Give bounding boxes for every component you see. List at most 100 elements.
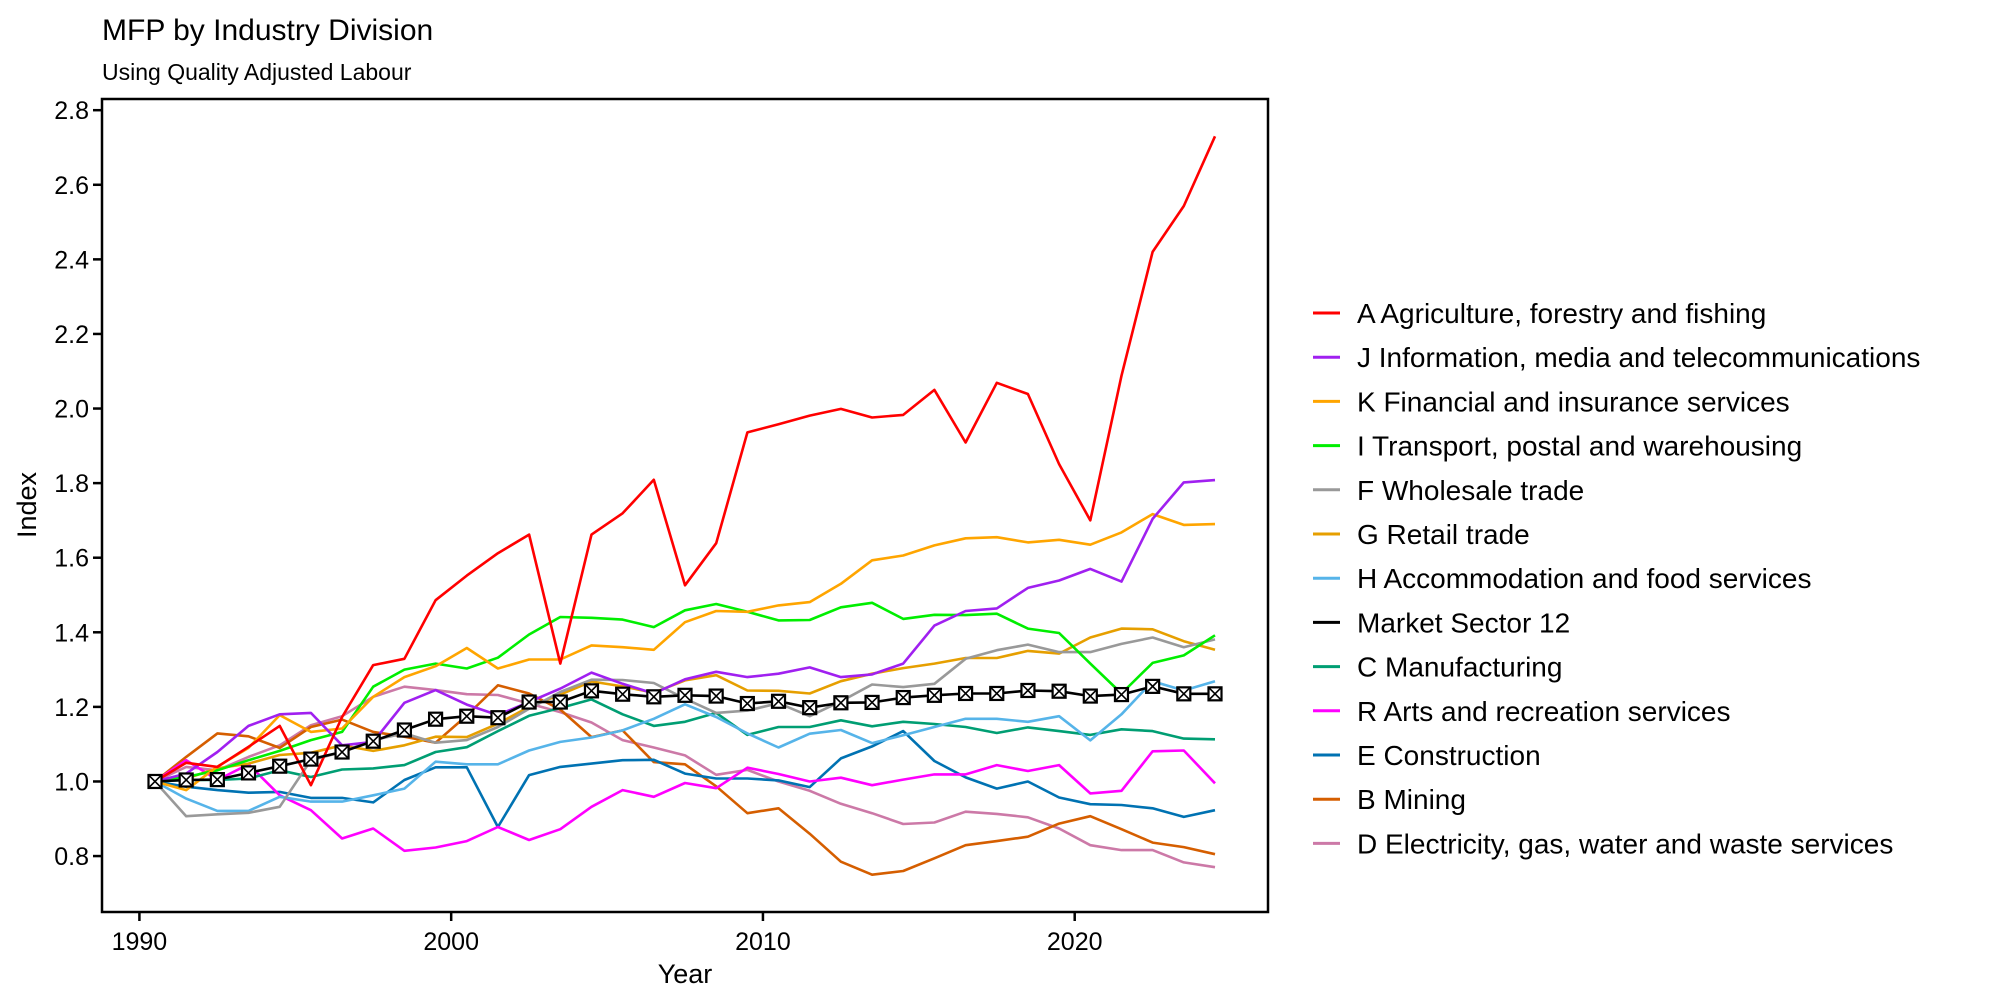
data-point-marker [646, 689, 662, 705]
series-line [154, 478, 1216, 783]
series-2 [154, 512, 1216, 792]
plot-border [100, 97, 1270, 914]
legend-label: A Agriculture, forestry and fishing [1357, 298, 1766, 329]
x-tick-label: 2010 [735, 928, 791, 956]
legend-label: E Construction [1357, 740, 1541, 771]
legend-item: C Manufacturing [1313, 652, 1562, 683]
legend-item: R Arts and recreation services [1313, 696, 1731, 727]
legend-label: D Electricity, gas, water and waste serv… [1357, 828, 1893, 859]
y-tick-label: 2.8 [54, 97, 89, 125]
series-6 [154, 679, 1216, 813]
legend-label: B Mining [1357, 784, 1466, 815]
legend-label: G Retail trade [1357, 519, 1530, 550]
data-point-marker [739, 695, 755, 712]
y-tick-label: 1.2 [54, 694, 89, 722]
x-axis: 1990 2000 2010 2020 [112, 912, 1103, 956]
series-line [154, 749, 1216, 853]
y-tick-label: 1.0 [54, 768, 89, 796]
x-axis-title: Year [658, 959, 713, 989]
series-line [154, 512, 1216, 792]
legend-item: F Wholesale trade [1313, 475, 1584, 506]
data-point-marker [272, 758, 288, 774]
data-point-marker [1082, 688, 1098, 704]
data-point-marker [552, 694, 568, 710]
x-tick-label: 1990 [112, 928, 168, 956]
legend-label: C Manufacturing [1357, 652, 1562, 683]
data-point-marker [833, 695, 849, 711]
data-point-marker [147, 773, 163, 790]
legend: A Agriculture, forestry and fishing J Inf… [1313, 298, 1920, 859]
legend-label: K Financial and insurance services [1357, 386, 1790, 417]
data-point-marker [427, 711, 444, 727]
data-point-marker [895, 689, 911, 706]
data-point-marker [303, 751, 319, 767]
legend-label: Market Sector 12 [1357, 607, 1570, 638]
data-point-marker [178, 772, 194, 788]
series-line [154, 679, 1216, 813]
series-9 [154, 749, 1216, 853]
series-10 [154, 729, 1216, 829]
legend-label: J Information, media and telecommunicati… [1357, 342, 1920, 373]
legend-label: F Wholesale trade [1357, 475, 1584, 506]
data-point-marker [989, 685, 1005, 702]
data-point-marker [209, 772, 225, 788]
y-tick-label: 0.8 [54, 843, 89, 871]
y-tick-label: 2.2 [54, 321, 89, 349]
data-point-marker [1176, 686, 1192, 702]
legend-item: D Electricity, gas, water and waste serv… [1313, 828, 1893, 859]
legend-item: K Financial and insurance services [1313, 386, 1790, 417]
data-point-marker [957, 685, 974, 702]
data-point-marker [583, 683, 600, 699]
y-tick-label: 2.4 [54, 246, 89, 274]
data-point-marker [1145, 678, 1161, 694]
legend-item: H Accommodation and food services [1313, 563, 1811, 594]
data-point-marker [864, 694, 880, 711]
y-tick-label: 1.4 [54, 619, 89, 647]
legend-item: I Transport, postal and warehousing [1313, 431, 1802, 462]
data-point-marker [615, 686, 631, 702]
legend-item: Market Sector 12 [1313, 607, 1570, 638]
y-axis: 0.8 1.0 1.2 1.4 1.6 1.8 2.0 2.2 2.4 2.6 2.8 [54, 97, 102, 871]
legend-label: I Transport, postal and warehousing [1357, 431, 1802, 462]
data-point-marker [365, 733, 381, 749]
data-point-marker [770, 693, 787, 709]
y-tick-label: 2.6 [54, 172, 89, 200]
series-line [154, 729, 1216, 829]
series-7 [147, 678, 1223, 790]
data-point-marker [926, 687, 943, 703]
data-point-marker [708, 688, 724, 704]
x-tick-label: 2020 [1047, 928, 1103, 956]
data-point-marker [490, 710, 506, 726]
series-1 [154, 478, 1216, 783]
data-point-marker [521, 694, 537, 710]
series-line [154, 683, 1216, 877]
chart-title: MFP by Industry Division [102, 14, 433, 47]
legend-label: H Accommodation and food services [1357, 563, 1811, 594]
data-point-marker [1207, 686, 1223, 702]
series-11 [154, 683, 1216, 877]
y-tick-label: 1.6 [54, 545, 89, 573]
y-axis-title: Index [12, 471, 42, 538]
x-tick-label: 2000 [423, 928, 479, 956]
series-layer [147, 135, 1223, 877]
legend-item: E Construction [1313, 740, 1541, 771]
legend-item: J Information, media and telecommunicati… [1313, 342, 1920, 373]
data-point-marker [396, 722, 413, 738]
data-point-marker [459, 708, 475, 724]
legend-item: G Retail trade [1313, 519, 1530, 550]
y-tick-label: 1.8 [54, 470, 89, 498]
data-point-marker [240, 765, 257, 781]
series-line [154, 698, 1216, 783]
series-line [154, 685, 1216, 869]
data-point-marker [802, 700, 818, 716]
data-point-marker [1113, 686, 1130, 703]
legend-item: B Mining [1313, 784, 1466, 815]
data-point-marker [677, 687, 693, 703]
legend-label: R Arts and recreation services [1357, 696, 1731, 727]
data-point-marker [1020, 682, 1036, 699]
y-tick-label: 2.0 [54, 396, 89, 424]
series-line [154, 135, 1217, 787]
series-12 [154, 685, 1216, 869]
legend-item: A Agriculture, forestry and fishing [1313, 298, 1766, 329]
